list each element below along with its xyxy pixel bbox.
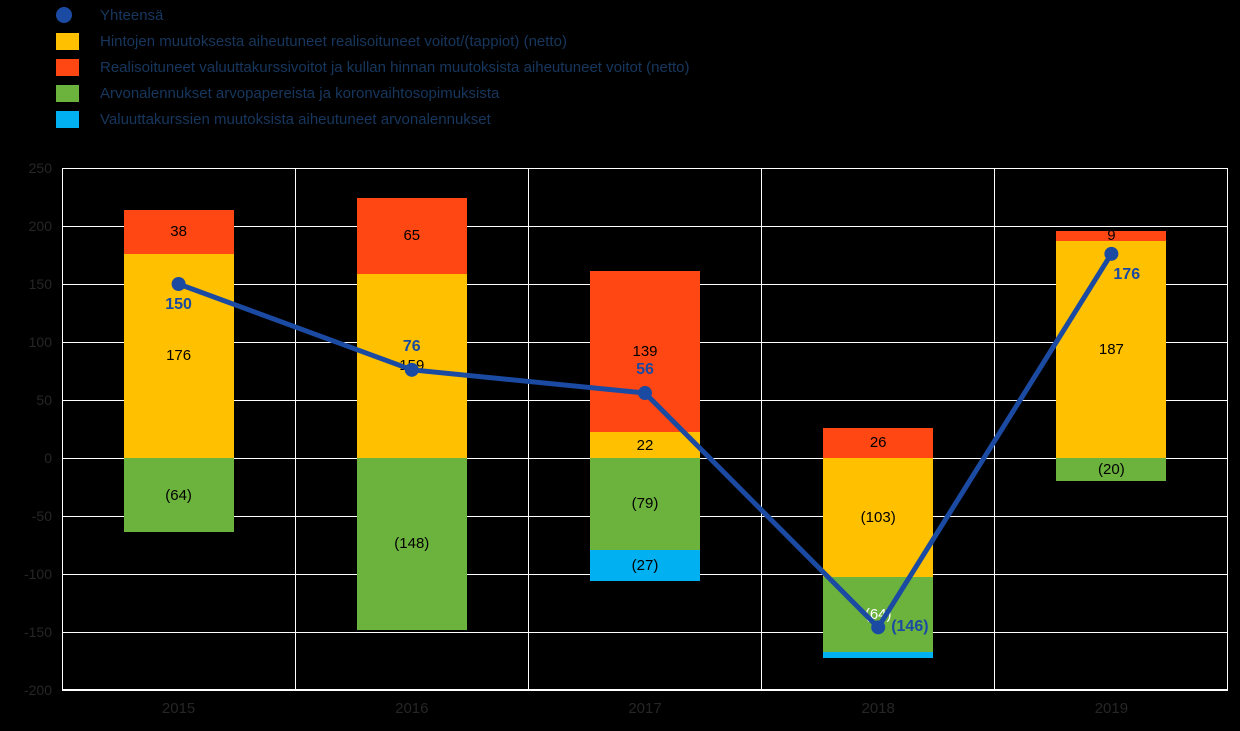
legend-item-2: Realisoituneet valuuttakurssivoitot ja k… bbox=[56, 54, 690, 80]
total-value-label: 176 bbox=[1113, 265, 1141, 283]
x-axis-category-label: 2015 bbox=[161, 700, 196, 717]
writedowns-securities-swatch-icon bbox=[56, 84, 79, 102]
legend-item-3: Arvonalennukset arvopapereista ja koronv… bbox=[56, 80, 690, 106]
bar-segment-value: 176 bbox=[166, 347, 192, 365]
y-axis-tick-label: 150 bbox=[28, 276, 52, 292]
bar-segment-2019-s1 bbox=[1056, 230, 1167, 242]
bar-segment-value: (64) bbox=[165, 486, 192, 504]
y-axis-tick-label: 100 bbox=[28, 334, 52, 350]
bar-segment-value: (103) bbox=[860, 509, 896, 527]
plot-border bbox=[62, 168, 1228, 690]
bar-segment-2015-s1 bbox=[123, 209, 234, 254]
total-dot-icon bbox=[56, 7, 80, 23]
legend-item-label: Realisoituneet valuuttakurssivoitot ja k… bbox=[100, 58, 690, 76]
price-change-swatch-icon bbox=[56, 32, 79, 50]
total-value-label: 150 bbox=[165, 296, 192, 313]
bar-segment-value: 65 bbox=[403, 227, 421, 245]
bar-segment-value: (79) bbox=[631, 495, 659, 513]
y-axis-tick-label: 0 bbox=[44, 450, 52, 466]
x-axis-category-label: 2019 bbox=[1094, 700, 1129, 717]
price-change-swatch-icon bbox=[56, 32, 80, 50]
total-dot-icon bbox=[56, 7, 72, 23]
x-axis-category-label: 2016 bbox=[395, 700, 429, 717]
legend-item-label: Yhteensä bbox=[100, 6, 164, 24]
bar-segment-value: 26 bbox=[869, 434, 887, 452]
y-axis-tick-label: -50 bbox=[31, 508, 52, 524]
legend-item-label: Valuuttakurssien muutoksista aiheutuneet… bbox=[100, 110, 491, 128]
y-axis-tick-label: -200 bbox=[23, 682, 52, 698]
horizontal-gridline bbox=[62, 631, 1228, 633]
bar-segment-value: (148) bbox=[394, 535, 430, 553]
bar-segment-value: 9 bbox=[1107, 227, 1116, 245]
fx-writedowns-swatch-icon bbox=[56, 110, 79, 128]
y-axis-tick-label: 50 bbox=[36, 392, 52, 408]
fx-gold-gains-swatch-icon bbox=[56, 58, 80, 76]
bar-segment-value: 187 bbox=[1098, 341, 1124, 359]
bar-segment-value: 22 bbox=[636, 436, 654, 454]
bar-segment-value: (64) bbox=[864, 606, 892, 624]
legend: Yhteensä Hintojen muutoksesta aiheutuneet… bbox=[56, 2, 690, 132]
legend-item-0: Yhteensä bbox=[56, 2, 690, 28]
bar-segment-value: 159 bbox=[399, 357, 425, 375]
total-value-label: 56 bbox=[636, 361, 654, 379]
legend-item-1: Hintojen muutoksesta aiheutuneet realiso… bbox=[56, 28, 690, 54]
bar-segment-value: (27) bbox=[631, 556, 659, 574]
fx-writedowns-swatch-icon bbox=[56, 110, 80, 128]
x-axis-category-label: 2018 bbox=[861, 700, 895, 717]
y-axis-tick-label: -150 bbox=[23, 624, 52, 640]
total-value-label: (146) bbox=[891, 618, 929, 636]
y-axis-tick-label: 200 bbox=[28, 218, 52, 234]
x-axis-category-label: 2017 bbox=[628, 700, 662, 717]
writedowns-securities-swatch-icon bbox=[56, 84, 80, 102]
bar-segment-2018-s3 bbox=[823, 651, 934, 658]
y-axis-tick-label: 250 bbox=[28, 160, 52, 176]
bar-segment-value: (20) bbox=[1098, 461, 1125, 479]
total-value-label: 76 bbox=[402, 337, 421, 355]
legend-item-label: Arvonalennukset arvopapereista ja koronv… bbox=[100, 84, 500, 102]
legend-item-label: Hintojen muutoksesta aiheutuneet realiso… bbox=[100, 32, 567, 50]
fx-gold-gains-swatch-icon bbox=[56, 58, 79, 76]
bar-segment-value: 38 bbox=[170, 223, 187, 241]
horizontal-gridline bbox=[62, 225, 1228, 227]
horizontal-gridline bbox=[62, 689, 1228, 691]
legend-item-4: Valuuttakurssien muutoksista aiheutuneet… bbox=[56, 106, 690, 132]
bar-segment-value: 139 bbox=[632, 343, 658, 361]
y-axis-tick-label: -100 bbox=[23, 566, 52, 582]
